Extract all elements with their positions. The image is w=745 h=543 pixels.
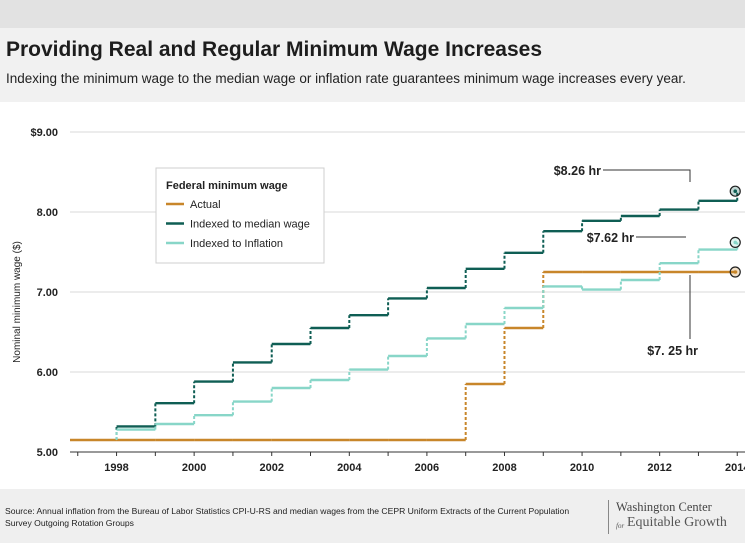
x-tick-label: 1998 bbox=[104, 462, 128, 474]
x-tick-label: 2014 bbox=[725, 462, 745, 474]
x-tick-label: 2012 bbox=[647, 462, 671, 474]
top-band bbox=[0, 0, 745, 28]
legend-title: Federal minimum wage bbox=[166, 180, 288, 192]
y-tick-label: 5.00 bbox=[37, 447, 58, 459]
y-tick-label: 7.00 bbox=[37, 287, 58, 299]
series-1 bbox=[115, 191, 739, 440]
annotation-leader bbox=[603, 169, 691, 182]
x-tick-label: 2010 bbox=[570, 462, 594, 474]
y-axis-label: Nominal minimum wage ($) bbox=[12, 241, 23, 363]
legend: Federal minimum wage Actual Indexed to med… bbox=[155, 167, 325, 264]
annotation-marker-dot bbox=[733, 270, 738, 274]
x-tick-label: 2000 bbox=[182, 462, 206, 474]
chart-title: Providing Real and Regular Minimum Wage … bbox=[6, 38, 543, 61]
legend-box bbox=[155, 167, 325, 264]
chart-svg: 5.00 6.00 7.00 8.00 $9.00 1998 2000 2002 2004 200… bbox=[12, 127, 745, 474]
series-0 bbox=[70, 270, 738, 442]
axis-layer: 5.00 6.00 7.00 8.00 $9.00 1998 2000 2002 2004 200… bbox=[12, 127, 745, 474]
logo-line-2: Equitable Growth bbox=[627, 515, 727, 530]
source-note: Source: Annual inflation from the Bureau… bbox=[5, 506, 570, 528]
annotation-layer: $8.26 hr $7.62 hr $7. 25 hr bbox=[554, 164, 741, 358]
annotation-marker-dot bbox=[733, 189, 738, 193]
legend-label: Actual bbox=[190, 199, 221, 211]
logo-for: for bbox=[616, 522, 625, 530]
logo-line-1: Washington Center bbox=[616, 500, 712, 514]
x-tick-label: 2002 bbox=[259, 462, 283, 474]
chart-panel: 5.00 6.00 7.00 8.00 $9.00 1998 2000 2002 2004 200… bbox=[0, 102, 745, 489]
y-tick-label: 6.00 bbox=[37, 367, 58, 379]
logo-divider bbox=[608, 500, 609, 534]
legend-label: Indexed to median wage bbox=[190, 219, 310, 231]
chart-subtitle: Indexing the minimum wage to the median … bbox=[6, 71, 686, 86]
x-tick-label: 2006 bbox=[415, 462, 439, 474]
annotation-label: $7.62 hr bbox=[587, 231, 634, 245]
annotation-label: $8.26 hr bbox=[554, 164, 601, 178]
legend-label: Indexed to Inflation bbox=[190, 238, 283, 250]
annotation-label: $7. 25 hr bbox=[647, 344, 698, 358]
annotation-marker-dot bbox=[733, 240, 738, 245]
series-2 bbox=[115, 242, 739, 440]
footer bbox=[0, 489, 745, 543]
x-tick-label: 2008 bbox=[492, 462, 516, 474]
y-tick-label: 8.00 bbox=[37, 207, 58, 219]
y-tick-label: $9.00 bbox=[30, 127, 58, 139]
x-tick-label: 2004 bbox=[337, 462, 362, 474]
series-layer bbox=[70, 191, 739, 442]
